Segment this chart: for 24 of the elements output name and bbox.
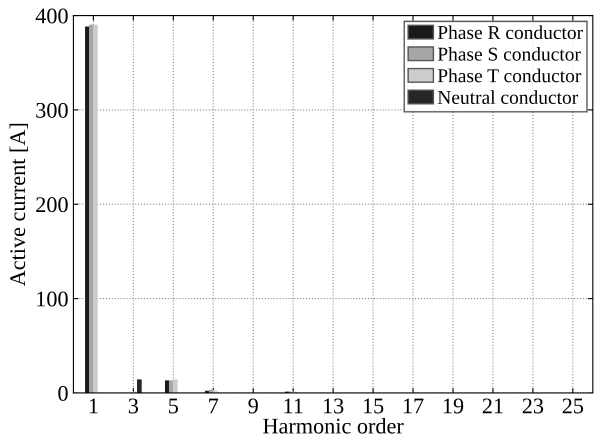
x-tick-label: 9 xyxy=(248,398,258,414)
x-tick-label: 21 xyxy=(482,398,503,414)
y-tick-label: 200 xyxy=(36,197,68,212)
x-tick-label: 7 xyxy=(209,398,218,414)
x-tick-label: 3 xyxy=(128,398,138,414)
x-axis-title: Harmonic order xyxy=(263,418,404,434)
y-tick-label: 400 xyxy=(36,8,68,24)
x-tick-label: 13 xyxy=(324,398,344,414)
legend-label: Neutral conductor xyxy=(438,90,578,104)
y-tick-label: 300 xyxy=(36,102,68,118)
legend-label: Phase T conductor xyxy=(438,68,582,82)
x-tick-label: 19 xyxy=(444,398,464,414)
y-tick-label: 0 xyxy=(58,386,68,401)
x-tick-label: 23 xyxy=(522,398,544,414)
x-tick-label: 17 xyxy=(404,398,424,414)
legend-label: Phase S conductor xyxy=(438,47,581,61)
x-tick-label: 1 xyxy=(90,398,98,414)
y-tick-label: 100 xyxy=(37,292,68,307)
legend-label: Phase R conductor xyxy=(438,25,583,40)
x-tick-label: 25 xyxy=(562,398,584,414)
x-tick-label: 11 xyxy=(284,398,303,414)
x-tick-label: 15 xyxy=(364,398,384,414)
x-tick-label: 5 xyxy=(169,398,178,414)
y-axis-title: Active current [A] xyxy=(10,124,28,286)
